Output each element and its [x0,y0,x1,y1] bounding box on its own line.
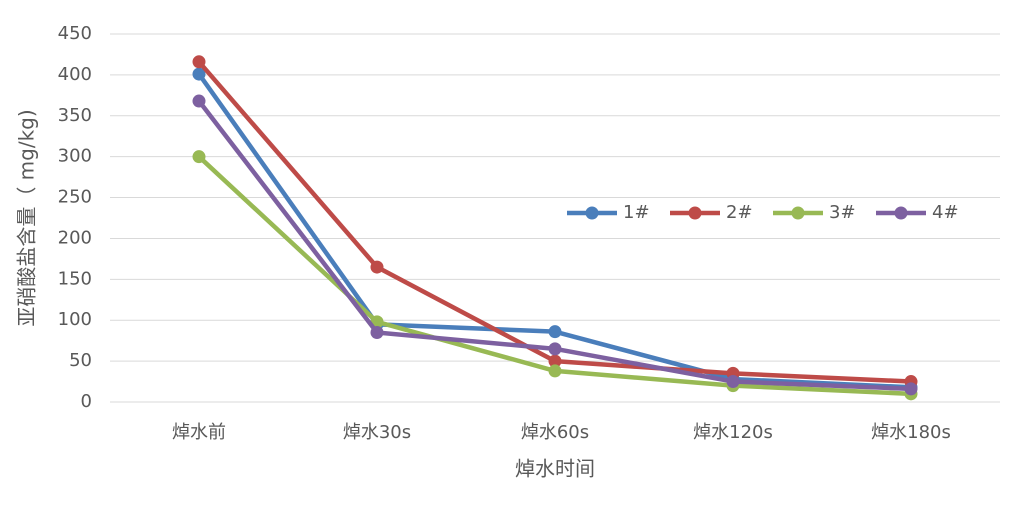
y-tick-label: 250 [58,187,92,208]
legend-label: 2# [726,202,753,223]
x-tick-label: 焯水30s [343,422,411,443]
y-tick-label: 150 [58,268,92,289]
legend-marker [585,206,599,220]
data-point [726,375,740,389]
x-tick-label: 焯水180s [871,422,951,443]
data-point [548,342,562,356]
y-tick-label: 350 [58,105,92,126]
data-point [192,55,206,69]
legend-marker [894,206,908,220]
data-point [904,382,918,396]
y-tick-label: 50 [69,350,92,371]
legend-marker [688,206,702,220]
data-point [548,325,562,339]
x-axis-title: 焯水时间 [515,457,595,481]
y-tick-label: 400 [58,64,92,85]
data-point [548,364,562,378]
y-tick-label: 200 [58,227,92,248]
data-point [548,354,562,368]
legend-label: 1# [623,202,650,223]
data-point [192,150,206,164]
data-point [370,260,384,274]
data-point [192,94,206,108]
y-axis-title: 亚硝酸盐含量（ mg/kg) [15,109,39,326]
legend-label: 4# [932,202,959,223]
y-tick-label: 0 [81,391,92,412]
y-tick-label: 450 [58,23,92,44]
data-point [192,67,206,81]
legend-marker [791,206,805,220]
legend-label: 3# [829,202,856,223]
series-line [197,72,912,390]
x-tick-label: 焯水120s [693,422,773,443]
y-tick-label: 300 [58,146,92,167]
y-tick-label: 100 [58,309,92,330]
x-tick-label: 焯水前 [172,422,226,443]
x-tick-label: 焯水60s [521,422,589,443]
data-point [370,325,384,339]
